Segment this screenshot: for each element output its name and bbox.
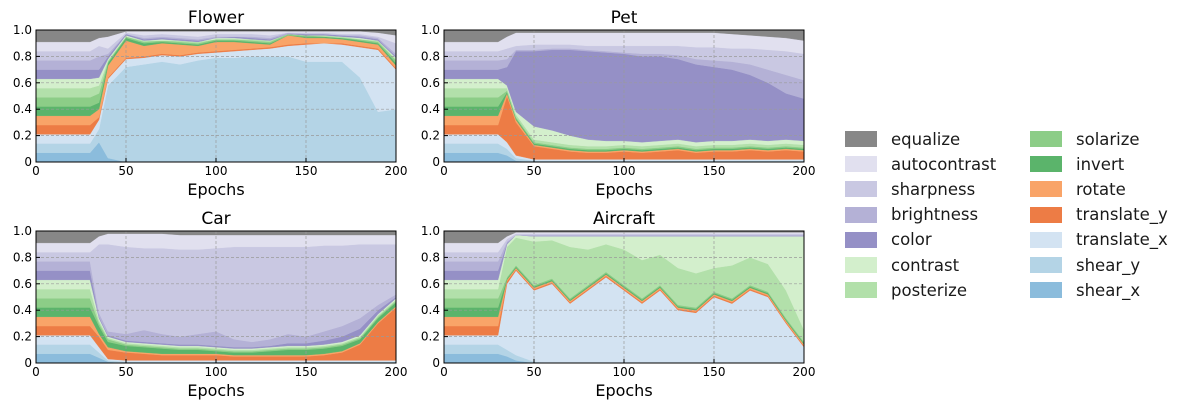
y-tick-label: 1.0: [421, 224, 440, 238]
legend-label: rotate: [1076, 179, 1126, 199]
legend-label: autocontrast: [891, 154, 997, 174]
x-tick-label: 200: [793, 365, 816, 379]
legend-item-translate-x: translate_x: [1030, 229, 1168, 251]
legend-swatch: [845, 206, 877, 223]
y-tick-label: 0.6: [421, 76, 440, 90]
legend-item-shear-y: shear_y: [1030, 254, 1140, 276]
legend-label: brightness: [891, 205, 979, 225]
y-tick-label: 0.8: [13, 49, 32, 63]
y-tick-label: 1.0: [13, 23, 32, 37]
legend-swatch: [1030, 156, 1062, 173]
legend-swatch: [845, 231, 877, 248]
legend-label: contrast: [891, 255, 960, 275]
y-tick-label: 0.6: [13, 277, 32, 291]
y-tick-label: 0.4: [13, 303, 32, 317]
x-tick-label: 0: [32, 164, 40, 178]
y-tick-label: 0.6: [421, 277, 440, 291]
chart-panel-pet: 0 50 100 150 200 0 0.2 0.4 0.6 0.8 1.0 Pet Epochs: [421, 8, 816, 199]
x-tick-label: 50: [526, 365, 541, 379]
legend-item-rotate: rotate: [1030, 178, 1126, 200]
y-tick-label: 0.2: [421, 129, 440, 143]
legend-label: posterize: [891, 280, 967, 300]
x-tick-label: 100: [205, 164, 228, 178]
x-tick-label: 150: [703, 365, 726, 379]
legend-swatch: [1030, 257, 1062, 273]
legend-label: equalize: [891, 129, 961, 149]
y-tick-label: 0.4: [13, 102, 32, 116]
y-tick-label: 0: [432, 155, 440, 169]
x-tick-label: 150: [295, 164, 318, 178]
x-tick-label: 100: [205, 365, 228, 379]
x-tick-label: 150: [703, 164, 726, 178]
legend-label: color: [891, 230, 932, 250]
y-tick-label: 0.2: [13, 330, 32, 344]
legend-swatch: [1030, 231, 1062, 248]
legend-swatch: [1030, 206, 1062, 223]
legend-item-translate-y: translate_y: [1030, 204, 1168, 226]
chart-title: Aircraft: [593, 209, 655, 229]
y-tick-label: 0.2: [13, 129, 32, 143]
x-tick-label: 200: [385, 365, 408, 379]
legend-item-equalize: equalize: [845, 128, 960, 150]
legend-item-autocontrast: autocontrast: [845, 153, 996, 175]
x-tick-label: 0: [440, 365, 448, 379]
legend-swatch: [1030, 282, 1062, 299]
x-axis-label: Epochs: [187, 381, 244, 400]
legend-item-color: color: [845, 229, 932, 251]
y-tick-label: 0.8: [421, 49, 440, 63]
x-tick-label: 0: [32, 365, 40, 379]
legend-swatch: [1030, 131, 1062, 147]
legend-item-contrast: contrast: [845, 254, 959, 276]
x-tick-label: 100: [613, 164, 636, 178]
legend-item-posterize: posterize: [845, 279, 967, 301]
legend-swatch: [845, 257, 877, 273]
y-tick-label: 1.0: [13, 224, 32, 238]
chart-panel-car: 0 50 100 150 200 0 0.2 0.4 0.6 0.8 1.0 Car Epochs: [13, 209, 408, 400]
legend-swatch: [845, 181, 877, 198]
x-axis-label: Epochs: [595, 381, 652, 400]
x-tick-label: 50: [526, 164, 541, 178]
x-axis-label: Epochs: [595, 180, 652, 199]
legend-label: invert: [1076, 154, 1125, 174]
legend-label: translate_x: [1076, 230, 1168, 250]
x-tick-label: 100: [613, 365, 636, 379]
legend-label: shear_y: [1076, 255, 1141, 275]
legend-item-solarize: solarize: [1030, 128, 1140, 150]
chart-title: Pet: [611, 8, 638, 28]
x-tick-label: 200: [385, 164, 408, 178]
y-tick-label: 0.2: [421, 330, 440, 344]
legend-swatch: [845, 282, 877, 299]
y-tick-label: 0.8: [13, 250, 32, 264]
chart-title: Car: [201, 209, 230, 229]
legend-item-shear-x: shear_x: [1030, 279, 1140, 301]
legend-swatch: [845, 131, 877, 147]
legend-label: shear_x: [1076, 280, 1141, 300]
chart-title: Flower: [188, 8, 244, 28]
legend-swatch: [845, 156, 877, 173]
x-tick-label: 50: [118, 365, 133, 379]
legend-item-invert: invert: [1030, 153, 1124, 175]
chart-panel-aircraft: 0 50 100 150 200 0 0.2 0.4 0.6 0.8 1.0 Aircraft Epoc…: [421, 209, 816, 400]
legend-label: solarize: [1076, 129, 1140, 149]
x-tick-label: 200: [793, 164, 816, 178]
x-axis-label: Epochs: [187, 180, 244, 199]
legend-item-brightness: brightness: [845, 204, 978, 226]
legend-swatch: [1030, 181, 1062, 198]
y-tick-label: 0: [24, 356, 32, 370]
y-tick-label: 0.4: [421, 102, 440, 116]
y-tick-label: 0.8: [421, 250, 440, 264]
legend-label: translate_y: [1076, 205, 1168, 225]
y-tick-label: 0: [24, 155, 32, 169]
y-tick-label: 0.4: [421, 303, 440, 317]
x-tick-label: 50: [118, 164, 133, 178]
chart-panel-flower: 0 50 100 150 200 0 0.2 0.4 0.6 0.8 1.0 Flower Epochs: [13, 8, 408, 199]
y-tick-label: 0: [432, 356, 440, 370]
x-tick-label: 0: [440, 164, 448, 178]
x-tick-label: 150: [295, 365, 318, 379]
legend-item-sharpness: sharpness: [845, 178, 975, 200]
y-tick-label: 0.6: [13, 76, 32, 90]
y-tick-label: 1.0: [421, 23, 440, 37]
legend-label: sharpness: [891, 179, 976, 199]
